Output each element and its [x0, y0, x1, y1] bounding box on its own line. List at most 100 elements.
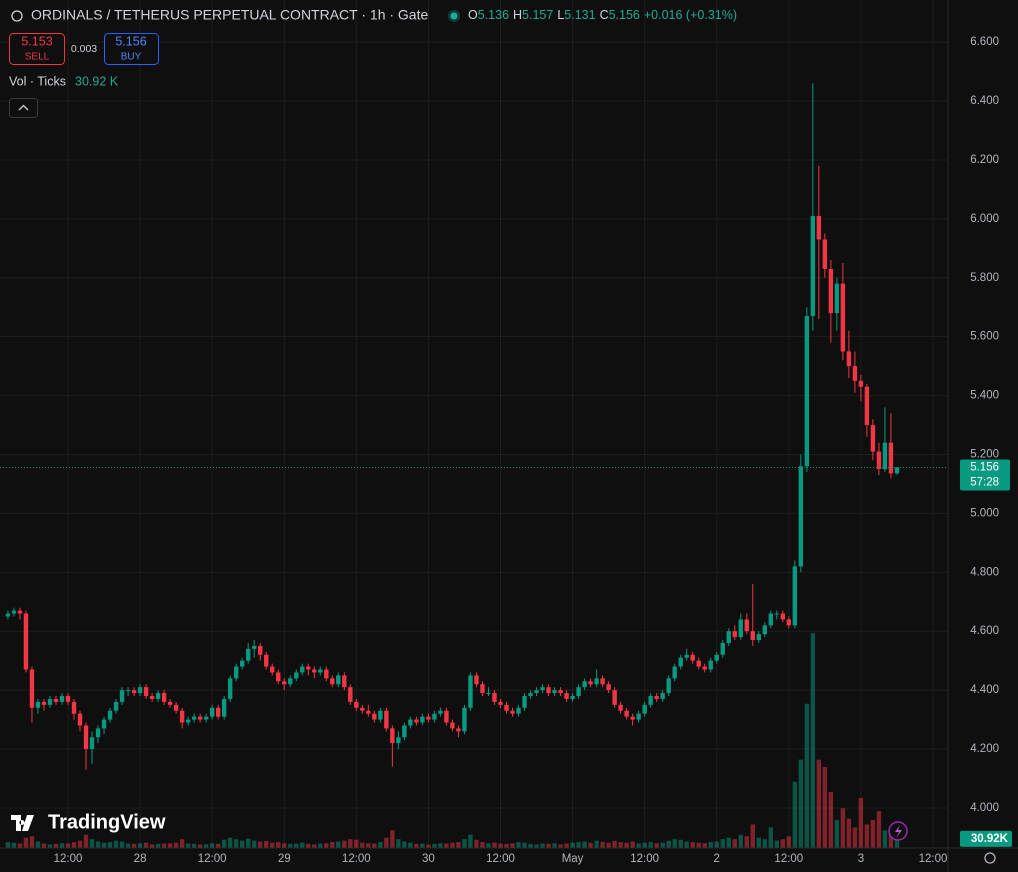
volume-bar [137, 843, 143, 848]
x-tick-label: 30 [422, 853, 435, 865]
volume-bar [444, 843, 449, 848]
volume-bar [678, 839, 683, 848]
volume-bar [720, 839, 725, 848]
volume-bar [804, 703, 810, 848]
candle-body [576, 687, 581, 697]
candle-body [300, 666, 305, 673]
candle-body [131, 690, 137, 694]
volume-bar [582, 841, 587, 848]
candle-body [354, 701, 359, 708]
volume-bar [750, 824, 755, 848]
x-tick-label: 12:00 [919, 853, 948, 865]
ohlc-label: H [513, 8, 522, 22]
settings-icon[interactable] [984, 852, 996, 864]
volume-bar [29, 836, 35, 848]
candle-body [876, 451, 882, 470]
sell-button[interactable] [9, 33, 65, 65]
candle-body [264, 654, 269, 667]
candle-body [642, 704, 647, 714]
volume-bar [888, 834, 894, 848]
volume-bar [312, 844, 317, 848]
buy-button[interactable] [104, 33, 159, 65]
chart-title[interactable]: ORDINALS / TETHERUS PERPETUAL CONTRACT ·… [31, 7, 428, 23]
alert-icon[interactable] [895, 825, 902, 838]
candle-body [630, 716, 635, 720]
volume-bar [714, 841, 719, 848]
volume-bar [258, 841, 263, 848]
candle-body [276, 672, 281, 682]
volume-bar [510, 843, 515, 848]
candle-body [11, 610, 17, 614]
y-tick-label: 4.000 [970, 802, 999, 814]
candle-body [792, 566, 798, 626]
candle-body [71, 701, 77, 714]
volume-bar [294, 843, 299, 848]
volume-bar [306, 843, 311, 848]
volume-bar [666, 840, 671, 848]
volume-bar [600, 842, 605, 848]
candle-body [522, 696, 527, 708]
buy-label[interactable]: BUY [121, 52, 142, 63]
volume-bar [89, 839, 95, 848]
x-tick-label: 28 [134, 853, 147, 865]
volume-bar [155, 843, 161, 848]
candle-body [360, 707, 365, 711]
volume-bar [438, 843, 443, 848]
y-tick-label: 6.400 [970, 95, 999, 107]
sell-price[interactable]: 5.153 [21, 34, 52, 48]
volume-bar [161, 843, 167, 848]
brand-name: TradingView [48, 811, 166, 833]
volume-bar [390, 830, 395, 848]
volume-bar [167, 843, 173, 848]
collapse-icon[interactable] [18, 104, 29, 111]
candle-body [246, 648, 251, 661]
volume-bar [5, 842, 11, 848]
candle-body [396, 737, 401, 744]
volume-bar [342, 840, 347, 848]
volume-bar [432, 843, 437, 848]
ohlc-value: 5.136 [478, 8, 509, 22]
y-tick-label: 5.600 [970, 331, 999, 343]
volume-bar [330, 842, 335, 848]
candle-body [119, 690, 125, 702]
volume-bar [23, 837, 29, 848]
volume-bar [732, 839, 737, 848]
volume-bar [786, 836, 792, 848]
spread: 0.003 [71, 43, 97, 55]
candle-body [768, 613, 774, 626]
candle-body [113, 701, 119, 711]
volume-indicator-name[interactable]: Vol · Ticks [9, 74, 66, 88]
candle-body [95, 728, 101, 738]
volume-bar [354, 839, 359, 848]
ohlc-value: 5.157 [522, 8, 553, 22]
volume-bar [846, 818, 852, 848]
volume-bar [173, 842, 179, 848]
candle-body [480, 684, 485, 694]
candle-body [23, 613, 29, 670]
candle-body [690, 654, 695, 661]
y-tick-label: 6.600 [970, 36, 999, 48]
candle-body [414, 719, 419, 723]
candle-body [402, 725, 407, 738]
sell-label[interactable]: SELL [25, 52, 50, 63]
candle-body [624, 710, 629, 717]
volume-bar [618, 842, 623, 848]
ohlc-value: 5.131 [564, 8, 595, 22]
candle-body [233, 666, 239, 679]
volume-bar [660, 842, 665, 848]
volume-bar [203, 844, 209, 848]
brand-logo [11, 815, 34, 831]
volume-bar [588, 842, 593, 848]
volume-bar [702, 843, 707, 848]
volume-tag-label: 30.92K [971, 833, 1009, 845]
x-tick-label: May [562, 853, 584, 865]
volume-bar [252, 840, 257, 848]
symbol-icon[interactable] [11, 10, 23, 22]
candle-body [155, 693, 161, 699]
candle-body [29, 669, 35, 708]
volume-bar [215, 843, 221, 848]
collapse-button[interactable] [9, 98, 38, 118]
buy-price[interactable]: 5.156 [115, 34, 146, 48]
candle-body [239, 660, 245, 667]
candle-body [336, 675, 341, 685]
